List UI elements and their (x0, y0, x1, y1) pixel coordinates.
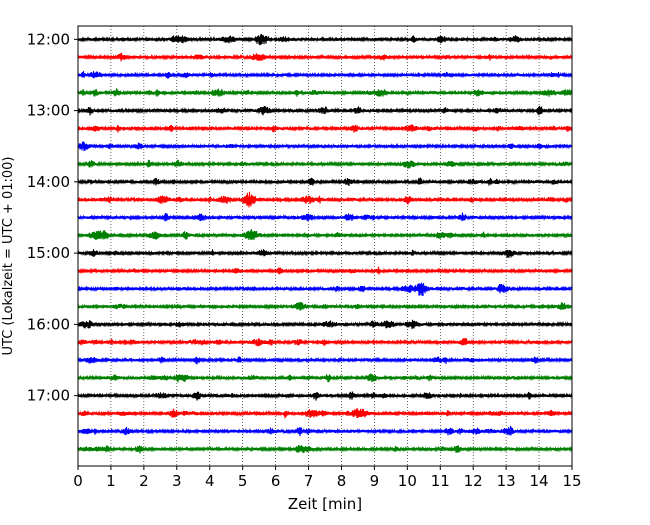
seismic-trace (77, 141, 573, 152)
seismic-trace (77, 425, 573, 437)
seismic-trace (77, 124, 573, 133)
y-tick-label: 14:00 (27, 173, 70, 191)
seismic-trace (77, 212, 573, 222)
x-tick-label: 6 (271, 472, 281, 490)
seismic-trace (77, 356, 573, 365)
x-tick-label: 12 (464, 472, 483, 490)
seismic-trace (77, 302, 573, 311)
y-tick-label: 12:00 (27, 30, 70, 48)
seismic-trace (77, 70, 573, 79)
x-tick-label: 11 (431, 472, 450, 490)
seismic-trace (77, 266, 573, 275)
x-tick-label: 8 (337, 472, 347, 490)
x-tick-label: 15 (562, 472, 581, 490)
plot-frame (77, 25, 573, 467)
y-tick-label: 15:00 (27, 244, 70, 262)
seismic-trace (77, 444, 573, 454)
seismic-trace (77, 338, 573, 347)
x-tick-label: 4 (205, 472, 215, 490)
seismic-trace (77, 282, 573, 296)
seismic-trace (77, 52, 573, 62)
y-ticks: 12:00 13:00 14:00 15:00 16:00 17:00 (27, 30, 78, 405)
trace-layer (77, 33, 573, 454)
x-tick-label: 5 (238, 472, 248, 490)
x-tick-label: 10 (398, 472, 417, 490)
seismic-trace (77, 229, 573, 241)
x-tick-label: 3 (172, 472, 182, 490)
seismic-trace (77, 88, 573, 97)
y-axis-label: UTC (Lokalzeit = UTC + 01:00) (1, 157, 16, 356)
seismic-trace (77, 391, 573, 401)
seismic-trace (77, 373, 573, 383)
x-tick-label: 14 (530, 472, 549, 490)
y-tick-label: 17:00 (27, 387, 70, 405)
seismic-trace (77, 319, 573, 330)
x-tick-label: 1 (106, 472, 116, 490)
seismic-trace (77, 159, 573, 169)
seismic-trace (77, 191, 573, 208)
seismic-trace (77, 177, 573, 187)
x-tick-label: 13 (497, 472, 516, 490)
seismic-trace (77, 33, 573, 46)
x-axis-label: Zeit [min] (288, 495, 362, 513)
x-tick-label: 9 (370, 472, 380, 490)
seismic-trace (77, 408, 573, 419)
y-tick-label: 16:00 (27, 315, 70, 333)
x-tick-label: 2 (139, 472, 149, 490)
x-ticks: 0 1 2 3 4 5 6 7 8 9 10 11 12 13 14 15 (73, 466, 582, 490)
y-tick-label: 13:00 (27, 102, 70, 120)
x-tick-label: 0 (73, 472, 83, 490)
seismic-trace (77, 105, 573, 116)
x-tick-label: 7 (304, 472, 314, 490)
seismic-trace (77, 249, 573, 258)
